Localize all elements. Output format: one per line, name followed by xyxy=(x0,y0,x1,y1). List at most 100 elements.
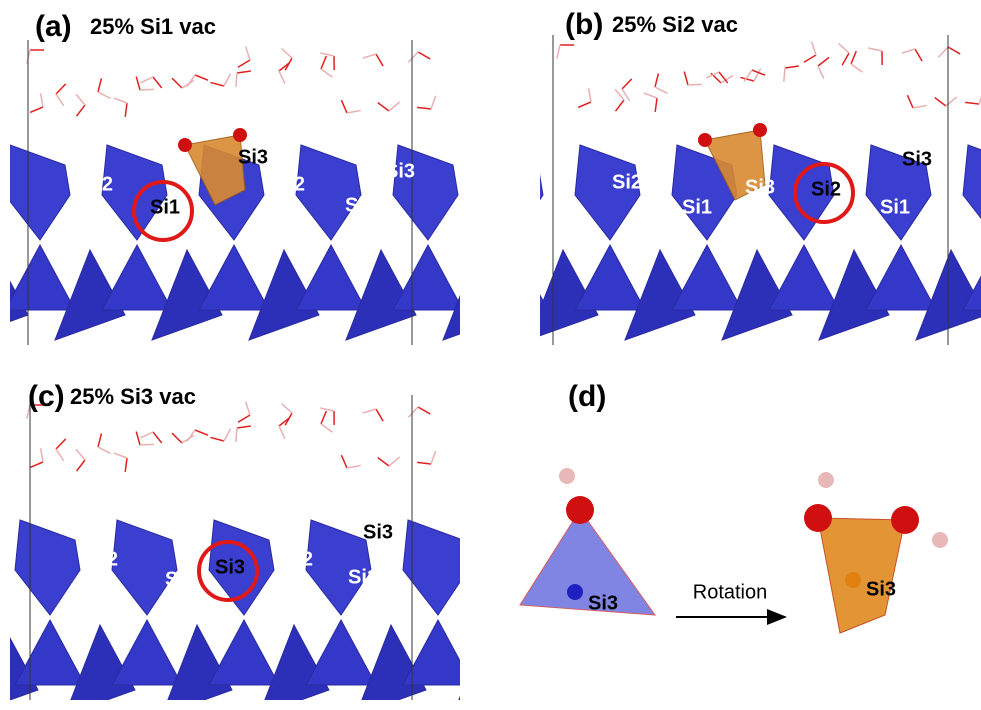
site-label: Si3 xyxy=(745,176,775,198)
water-bond xyxy=(279,71,285,84)
tetrahedron xyxy=(500,620,570,685)
water-bond xyxy=(915,49,922,61)
water-bond xyxy=(347,110,361,113)
water-bond xyxy=(285,58,292,70)
water-bond xyxy=(408,52,418,62)
oxygen xyxy=(753,123,767,137)
water-bond xyxy=(237,71,251,73)
water-bond xyxy=(804,55,816,62)
water-bond xyxy=(948,47,960,54)
water-bond xyxy=(417,462,431,464)
water-bond xyxy=(907,95,913,108)
site-label: Si2 xyxy=(283,548,313,570)
water-bond xyxy=(376,54,383,66)
water-bond xyxy=(136,77,140,90)
water-bond xyxy=(140,444,154,445)
tetrahedron xyxy=(866,245,936,310)
water-bond xyxy=(224,74,231,86)
water-bond xyxy=(347,465,361,468)
water-bond xyxy=(210,437,224,441)
tetrahedron xyxy=(963,145,981,240)
water-bond xyxy=(195,430,208,435)
water-bond xyxy=(706,72,719,78)
water-bond xyxy=(616,100,624,111)
tetrahedron xyxy=(296,145,361,240)
oxygen xyxy=(233,128,247,142)
water-bond xyxy=(842,53,849,65)
tetrahedron xyxy=(5,245,75,310)
silicon xyxy=(567,584,583,600)
water-bond xyxy=(363,409,376,413)
site-label: Si2 xyxy=(83,173,113,195)
panel-title: 25% Si1 vac xyxy=(90,14,216,39)
water-bond xyxy=(279,426,285,439)
site-label: Si3 xyxy=(385,160,415,182)
tetrahedron xyxy=(575,245,645,310)
arrow-label: Rotation xyxy=(693,581,768,603)
water-bond xyxy=(418,407,430,414)
water-bond xyxy=(913,105,927,108)
water-bond xyxy=(41,93,43,107)
water-bond xyxy=(98,78,101,92)
orange-tetrahedron xyxy=(818,518,905,633)
tetrahedron xyxy=(403,620,473,685)
water-bond xyxy=(431,96,436,109)
tetrahedron xyxy=(199,245,269,310)
water-bond xyxy=(172,78,182,88)
site-label: Si2 xyxy=(811,178,841,200)
water-bond xyxy=(376,409,383,421)
water-bond xyxy=(688,84,702,85)
water-bond xyxy=(246,402,250,415)
water-bond xyxy=(320,53,334,56)
oxygen xyxy=(566,496,594,524)
site-label: Si3 xyxy=(902,148,932,170)
water-bond xyxy=(98,433,101,447)
water-bond xyxy=(237,426,251,428)
water-bond xyxy=(431,451,436,464)
water-bond xyxy=(76,94,85,105)
water-bond xyxy=(140,432,153,438)
water-bond xyxy=(77,460,85,471)
site-label: Si1 xyxy=(165,568,195,590)
water-bond xyxy=(320,408,334,411)
water-bond xyxy=(408,407,418,417)
tetrahedron xyxy=(672,245,742,310)
oxygen xyxy=(698,133,712,147)
site-label: Si2 xyxy=(88,548,118,570)
site-label: Si2 xyxy=(275,173,305,195)
tetrahedron xyxy=(478,145,543,240)
water-bond xyxy=(321,411,326,424)
tetrahedron xyxy=(453,625,523,710)
water-bond xyxy=(321,56,326,69)
water-bond xyxy=(236,428,237,442)
hydrogen xyxy=(932,532,948,548)
silicon xyxy=(845,572,861,588)
tetrahedron xyxy=(209,620,279,685)
panel-label: (b) xyxy=(565,8,603,41)
water-bond xyxy=(56,449,64,461)
water-bond xyxy=(246,47,250,60)
site-label: Si1 xyxy=(345,194,375,216)
tetrahedron xyxy=(393,145,458,240)
water-bond xyxy=(41,448,43,462)
water-bond xyxy=(752,70,765,75)
tetrahedron xyxy=(769,245,839,310)
water-bond xyxy=(140,89,154,90)
water-bond xyxy=(321,69,332,77)
orange-tetrahedron xyxy=(185,135,245,205)
site-label: Si3 xyxy=(588,592,618,614)
tetrahedron xyxy=(15,520,80,615)
site-label: Si2 xyxy=(612,171,642,193)
water-bond xyxy=(321,424,332,432)
water-bond xyxy=(851,64,862,72)
water-bond xyxy=(557,45,560,59)
water-bond xyxy=(210,82,224,86)
water-bond xyxy=(785,66,799,68)
water-bond xyxy=(655,73,658,87)
water-bond xyxy=(114,98,127,103)
site-label: Si1 xyxy=(682,196,712,218)
water-bond xyxy=(818,66,824,79)
tetrahedron xyxy=(490,145,555,240)
water-bond xyxy=(868,48,882,51)
water-bond xyxy=(98,447,110,453)
